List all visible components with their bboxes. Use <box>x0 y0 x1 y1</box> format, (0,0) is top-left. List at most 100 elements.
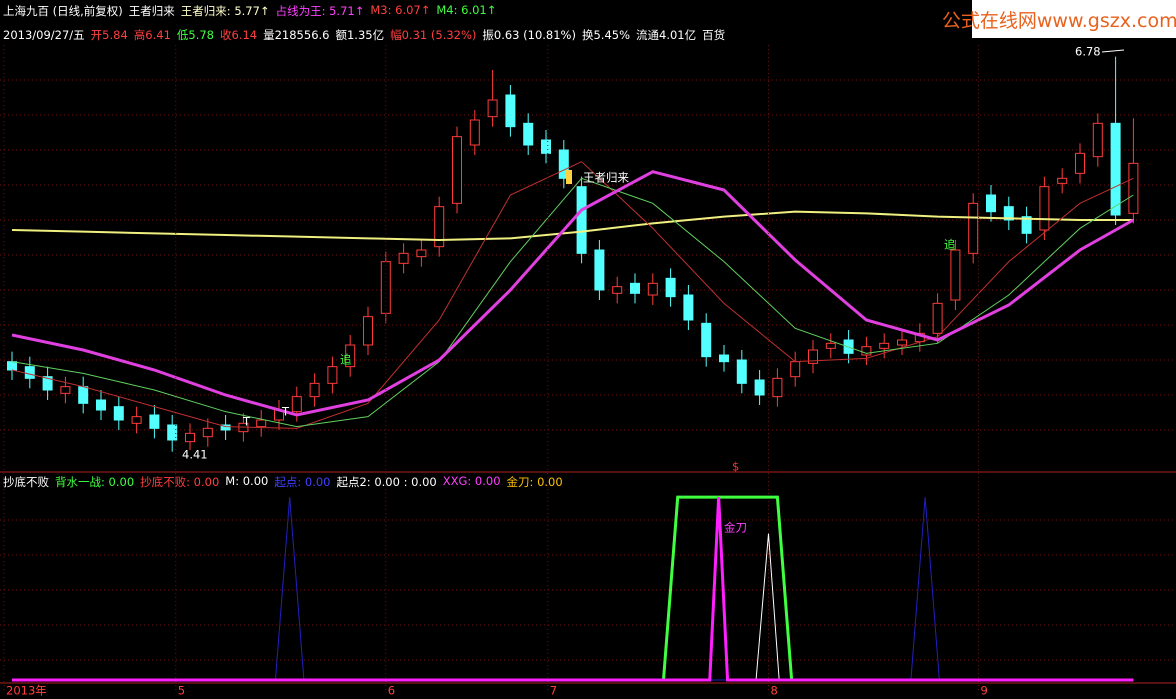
indicator-header: 抄底不败 背水一战: 0.00 抄底不败: 0.00 M: 0.00 起点: 0.00 起… <box>3 474 563 490</box>
header-text: 抄底不败 <box>3 475 49 489</box>
candle-body <box>469 119 480 146</box>
candle-body <box>78 386 89 404</box>
candle-body <box>60 386 71 394</box>
moving-average <box>11 161 1134 429</box>
candle-body <box>487 99 498 118</box>
candle-body <box>416 249 427 258</box>
candle-body <box>594 249 605 291</box>
x-tick-label: 5 <box>178 684 185 698</box>
candle-body <box>683 294 694 321</box>
candle-body <box>665 277 676 298</box>
header-text: 量218556.6 <box>263 28 330 42</box>
candle-body <box>309 382 320 398</box>
header-text: 幅0.31 (5.32%) <box>390 28 477 42</box>
candle-body <box>167 424 178 441</box>
header-text: 振0.63 (10.81%) <box>482 28 576 42</box>
candle-body <box>612 286 623 294</box>
candle-body <box>1128 162 1139 214</box>
annotation: 4.41 <box>182 448 208 462</box>
candle-body <box>42 376 53 391</box>
candle-body <box>452 136 462 204</box>
header-text: 低5.78 <box>176 28 214 42</box>
candle-body <box>113 406 124 421</box>
signal-line <box>755 533 780 681</box>
signal-line <box>12 497 1134 681</box>
x-tick-label: 8 <box>771 684 778 698</box>
header-text: 抄底不败: 0.00 <box>140 475 220 489</box>
header-text: 王者归来 <box>128 4 175 18</box>
info-row: 2013/09/27/五 开5.84 高6.41 低5.78 收6.14 量218556.… <box>3 27 725 43</box>
candle-body <box>1021 216 1032 234</box>
candle-body <box>986 194 996 213</box>
moving-average <box>11 177 1134 428</box>
header-text: 2013/09/27/五 <box>3 28 85 42</box>
candle-body <box>202 427 213 438</box>
header-text: 流通4.01亿 <box>636 28 697 42</box>
x-tick-label: 7 <box>550 684 557 698</box>
header-text: 收6.14 <box>220 28 258 42</box>
candle-body <box>345 344 356 368</box>
candle-body <box>772 377 783 398</box>
candle-body <box>968 202 979 254</box>
candle-body <box>1003 206 1014 221</box>
signal-line <box>12 497 1134 682</box>
annotation-arrow <box>1101 49 1125 53</box>
candle-body <box>719 354 729 363</box>
candle-body <box>1110 122 1121 216</box>
annotation: T <box>281 405 290 419</box>
candle-body <box>701 322 712 358</box>
annotation: 追 <box>340 353 352 367</box>
candle-body <box>861 346 872 356</box>
candle-body <box>825 342 836 349</box>
candle-body <box>950 249 961 301</box>
candle-body <box>897 339 907 346</box>
header-text: 换5.45% <box>581 28 631 42</box>
candle-body <box>1039 186 1050 231</box>
candle-body <box>523 122 534 146</box>
header-text: 占线为王: 5.71↑ <box>275 4 365 18</box>
candle-body <box>1092 122 1103 158</box>
candle-body <box>630 282 640 294</box>
x-tick-label: 6 <box>388 684 395 698</box>
header-text: 金刀: 0.00 <box>506 475 563 489</box>
annotation: 金刀 <box>724 521 747 535</box>
candle-body <box>220 424 231 431</box>
candle-body <box>576 186 587 254</box>
candle-body <box>327 366 338 384</box>
candle-body <box>505 94 516 128</box>
annotation: 追 <box>944 238 956 252</box>
header-text: 开5.84 <box>90 28 128 42</box>
candle-body <box>790 361 801 378</box>
candle-body <box>149 414 160 429</box>
header-text: 起点2: 0.00 : 0.00 <box>336 475 437 489</box>
candle-body <box>131 416 142 424</box>
header-text: 百货 <box>702 28 726 42</box>
candle-body <box>808 349 818 364</box>
candle-body <box>1075 152 1085 174</box>
x-tick-label: 9 <box>981 684 988 698</box>
header-text: XXG: 0.00 <box>442 474 501 488</box>
moving-average <box>11 210 1134 242</box>
candle-body <box>96 399 106 411</box>
candle-body <box>558 149 569 179</box>
candle-body <box>24 366 35 379</box>
candle-body <box>363 316 373 346</box>
candle-body <box>7 361 17 371</box>
moving-average <box>11 170 1135 417</box>
candle-body <box>647 282 658 296</box>
candle-body <box>932 302 943 334</box>
signal-line <box>12 495 1134 682</box>
candle-body <box>256 419 267 428</box>
grid <box>0 79 1176 661</box>
header-text: 高6.41 <box>133 28 171 42</box>
header-text: M3: 6.07↑ <box>370 3 431 17</box>
header-text: 额1.35亿 <box>335 28 385 42</box>
annotation: 6.78 <box>1075 45 1101 59</box>
header-text: 上海九百 (日线,前复权) <box>3 4 123 18</box>
x-tick-label: 2013年 <box>6 684 47 698</box>
candle-body <box>754 379 765 396</box>
candle-body <box>398 252 409 264</box>
header-text: M4: 6.01↑ <box>436 3 497 17</box>
